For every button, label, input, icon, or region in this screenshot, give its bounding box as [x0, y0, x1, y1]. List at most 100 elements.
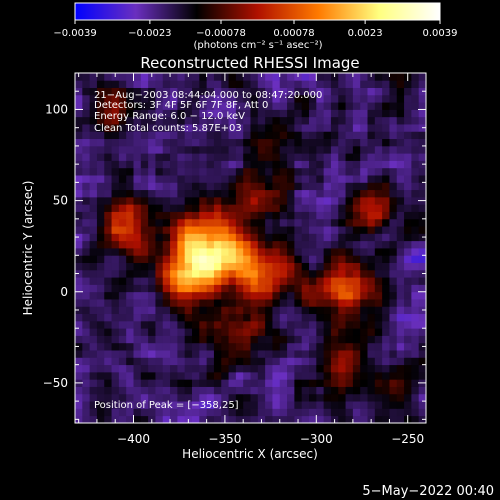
heatmap-cell: [411, 350, 420, 358]
heatmap-cell: [309, 277, 317, 285]
heatmap-cell: [177, 175, 186, 183]
heatmap-cell: [272, 73, 281, 81]
heatmap-cell: [411, 386, 420, 395]
heatmap-cell: [118, 291, 127, 300]
heatmap-cell: [404, 248, 412, 256]
heatmap-cell: [323, 342, 332, 351]
heatmap-cell: [118, 182, 127, 191]
heatmap-cell: [126, 204, 134, 212]
heatmap-cell: [265, 189, 273, 198]
heatmap-cell: [96, 153, 105, 161]
heatmap-cell: [250, 386, 259, 395]
heatmap-cell: [213, 204, 222, 212]
heatmap-cell: [382, 299, 390, 307]
heatmap-cell: [374, 80, 383, 88]
heatmap-cell: [140, 218, 149, 227]
heatmap-cell: [352, 80, 361, 88]
heatmap-cell: [177, 269, 186, 278]
heatmap-cell: [82, 335, 91, 344]
heatmap-cell: [257, 226, 266, 234]
heatmap-cell: [301, 371, 310, 380]
heatmap-cell: [352, 255, 361, 263]
heatmap-cell: [352, 357, 361, 366]
heatmap-cell: [89, 196, 98, 205]
heatmap-cell: [257, 145, 266, 154]
heatmap-cell: [206, 226, 215, 234]
heatmap-cell: [243, 182, 251, 191]
heatmap-cell: [367, 116, 376, 125]
heatmap-cell: [184, 350, 193, 358]
heatmap-cell: [389, 124, 398, 132]
heatmap-cell: [338, 342, 346, 351]
heatmap-cell: [345, 350, 354, 358]
heatmap-cell: [338, 233, 346, 242]
heatmap-cell: [89, 262, 98, 271]
heatmap-cell: [96, 204, 105, 212]
heatmap-cell: [389, 371, 398, 380]
heatmap-cell: [192, 226, 200, 234]
heatmap-cell: [177, 73, 186, 81]
heatmap-cell: [75, 189, 83, 198]
heatmap-cell: [323, 175, 332, 183]
heatmap-cell: [162, 124, 171, 132]
heatmap-cell: [323, 379, 332, 387]
heatmap-cell: [89, 116, 98, 125]
heatmap-cell: [272, 94, 281, 103]
heatmap-cell: [213, 196, 222, 205]
heatmap-cell: [148, 269, 156, 278]
heatmap-cell: [192, 73, 200, 81]
heatmap-cell: [330, 350, 339, 358]
heatmap-cell: [352, 182, 361, 191]
heatmap-cell: [345, 408, 354, 417]
heatmap-cell: [396, 233, 405, 242]
heatmap-cell: [206, 364, 215, 373]
heatmap-cell: [192, 277, 200, 285]
heatmap-cell: [323, 138, 332, 147]
heatmap-cell: [162, 240, 171, 249]
heatmap-cell: [338, 182, 346, 191]
heatmap-cell: [404, 160, 412, 169]
heatmap-cell: [140, 175, 149, 183]
heatmap-cell: [192, 189, 200, 198]
heatmap-cell: [206, 182, 215, 191]
heatmap-cell: [177, 189, 186, 198]
heatmap-cell: [199, 94, 208, 103]
heatmap-cell: [323, 131, 332, 140]
heatmap-cell: [199, 233, 208, 242]
heatmap-cell: [213, 335, 222, 344]
heatmap-cell: [111, 364, 120, 373]
heatmap-cell: [345, 357, 354, 366]
heatmap-cell: [148, 138, 156, 147]
heatmap-cell: [228, 153, 237, 161]
heatmap-cell: [345, 167, 354, 176]
heatmap-cell: [82, 218, 91, 227]
heatmap-cell: [140, 277, 149, 285]
heatmap-cell: [111, 401, 120, 409]
heatmap-cell: [184, 299, 193, 307]
heatmap-cell: [140, 160, 149, 169]
heatmap-cell: [243, 401, 251, 409]
heatmap-cell: [221, 138, 229, 147]
heatmap-cell: [389, 401, 398, 409]
heatmap-cell: [309, 131, 317, 140]
heatmap-cell: [213, 342, 222, 351]
heatmap-cell: [257, 196, 266, 205]
heatmap-cell: [265, 335, 273, 344]
heatmap-cell: [213, 233, 222, 242]
heatmap-cell: [396, 371, 405, 380]
heatmap-cell: [184, 408, 193, 417]
heatmap-cell: [235, 167, 244, 176]
heatmap-cell: [316, 320, 325, 329]
heatmap-cell: [411, 313, 420, 322]
heatmap-cell: [374, 415, 383, 424]
heatmap-cell: [133, 248, 142, 256]
heatmap-cell: [301, 160, 310, 169]
heatmap-cell: [411, 116, 420, 125]
heatmap-cell: [133, 226, 142, 234]
heatmap-cell: [75, 167, 83, 176]
heatmap-cell: [345, 211, 354, 220]
heatmap-cell: [257, 408, 266, 417]
heatmap-cell: [418, 328, 427, 336]
heatmap-cell: [235, 364, 244, 373]
heatmap-cell: [140, 226, 149, 234]
